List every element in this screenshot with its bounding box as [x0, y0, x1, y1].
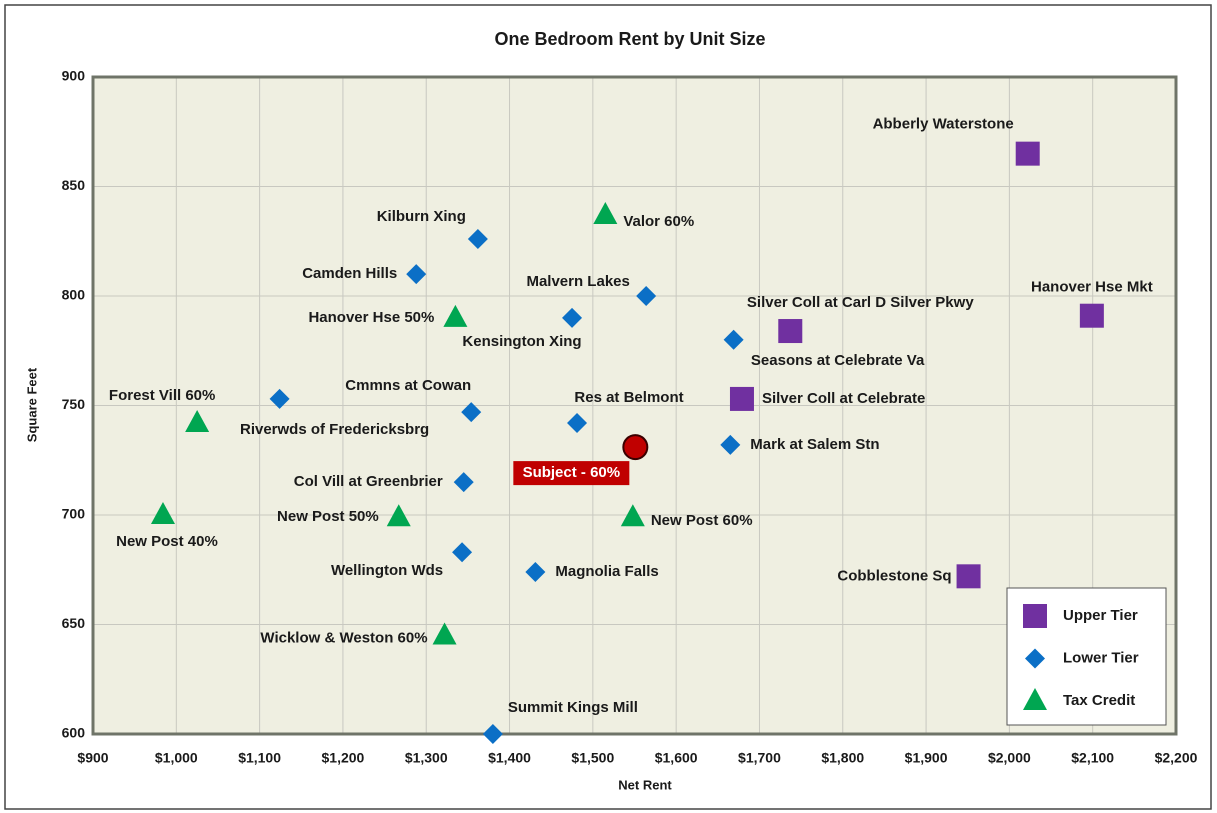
point — [461, 402, 482, 423]
legend-label: Upper Tier — [1063, 607, 1138, 624]
point — [432, 622, 457, 645]
y-tick-label: 600 — [62, 725, 86, 741]
point-label: Riverwds of Fredericksbrg — [240, 421, 429, 438]
point-label: Summit Kings Mill — [508, 699, 638, 716]
x-tick-label: $1,900 — [905, 750, 948, 766]
legend-marker — [1025, 648, 1045, 669]
point — [593, 201, 618, 224]
y-tick-label: 900 — [62, 68, 86, 84]
point-label: New Post 50% — [277, 508, 379, 525]
point-label: Forest Vill 60% — [109, 387, 215, 404]
y-tick-label: 850 — [62, 177, 86, 193]
point-label: Silver Coll at Celebrate — [762, 390, 925, 407]
point-label: Abberly Waterstone — [873, 116, 1014, 133]
point — [150, 502, 175, 524]
point — [452, 542, 473, 563]
x-axis-label: Net Rent — [618, 777, 672, 792]
point — [269, 388, 290, 409]
y-axis-label: Square Feet — [24, 367, 39, 442]
x-tick-label: $1,400 — [488, 750, 531, 766]
chart-title: One Bedroom Rent by Unit Size — [494, 29, 765, 49]
legend-label: Tax Credit — [1063, 692, 1135, 709]
plot-border — [91, 75, 1178, 736]
point — [482, 724, 503, 744]
point — [620, 504, 645, 527]
subject-point — [622, 434, 649, 461]
x-tick-label: $1,500 — [571, 750, 614, 766]
x-tick-label: $1,800 — [821, 750, 864, 766]
x-tick-label: $1,000 — [155, 750, 198, 766]
x-tick-label: $1,300 — [405, 750, 448, 766]
point-label: Mark at Salem Stn — [750, 436, 879, 453]
point-label: New Post 60% — [651, 512, 753, 529]
point — [729, 386, 754, 411]
y-tick-label: 650 — [62, 615, 86, 631]
subject-label: Subject - 60% — [523, 464, 621, 481]
point-label: Kensington Xing — [462, 333, 581, 350]
point-label: Seasons at Celebrate Va — [751, 352, 925, 369]
x-tick-label: $1,200 — [322, 750, 365, 766]
point — [386, 504, 411, 527]
x-tick-label: $1,100 — [238, 750, 281, 766]
x-tick-label: $900 — [77, 750, 108, 766]
point-label: Silver Coll at Carl D Silver Pkwy — [747, 294, 974, 311]
point-label: Camden Hills — [302, 265, 397, 282]
subject-label-box — [513, 461, 630, 486]
legend-marker — [1023, 604, 1047, 628]
point-label: Wicklow & Weston 60% — [260, 629, 427, 646]
point — [636, 286, 657, 306]
point-label: Kilburn Xing — [377, 208, 466, 225]
point — [443, 304, 468, 327]
y-tick-label: 750 — [62, 396, 86, 412]
point — [406, 264, 427, 285]
point — [1015, 141, 1040, 166]
point-label: Res at Belmont — [574, 389, 683, 406]
legend-marker — [1023, 688, 1047, 710]
point-label: Valor 60% — [623, 213, 694, 230]
point — [562, 307, 583, 328]
point — [567, 413, 588, 434]
point — [778, 319, 803, 344]
x-tick-label: $2,100 — [1071, 750, 1114, 766]
legend-label: Lower Tier — [1063, 649, 1139, 666]
point — [467, 229, 488, 250]
y-tick-label: 700 — [62, 506, 86, 522]
x-tick-label: $1,700 — [738, 750, 781, 766]
point-label: Malvern Lakes — [526, 273, 629, 290]
y-tick-label: 800 — [62, 287, 86, 303]
x-tick-label: $1,600 — [655, 750, 698, 766]
point-label: Magnolia Falls — [555, 563, 658, 580]
x-tick-label: $2,200 — [1155, 750, 1198, 766]
point — [723, 329, 744, 350]
point-label: Hanover Hse Mkt — [1031, 279, 1153, 296]
point-label: Col Vill at Greenbrier — [294, 473, 443, 490]
point-label: Wellington Wds — [331, 562, 443, 579]
point — [956, 564, 981, 589]
point-label: New Post 40% — [116, 533, 218, 550]
point — [525, 561, 546, 582]
point — [185, 410, 210, 433]
point — [453, 472, 474, 493]
point-label: Cmmns at Cowan — [345, 377, 471, 394]
point-label: Hanover Hse 50% — [308, 309, 434, 326]
x-tick-label: $2,000 — [988, 750, 1031, 766]
point — [1079, 303, 1104, 328]
point — [720, 434, 741, 455]
point-label: Cobblestone Sq — [837, 567, 951, 584]
